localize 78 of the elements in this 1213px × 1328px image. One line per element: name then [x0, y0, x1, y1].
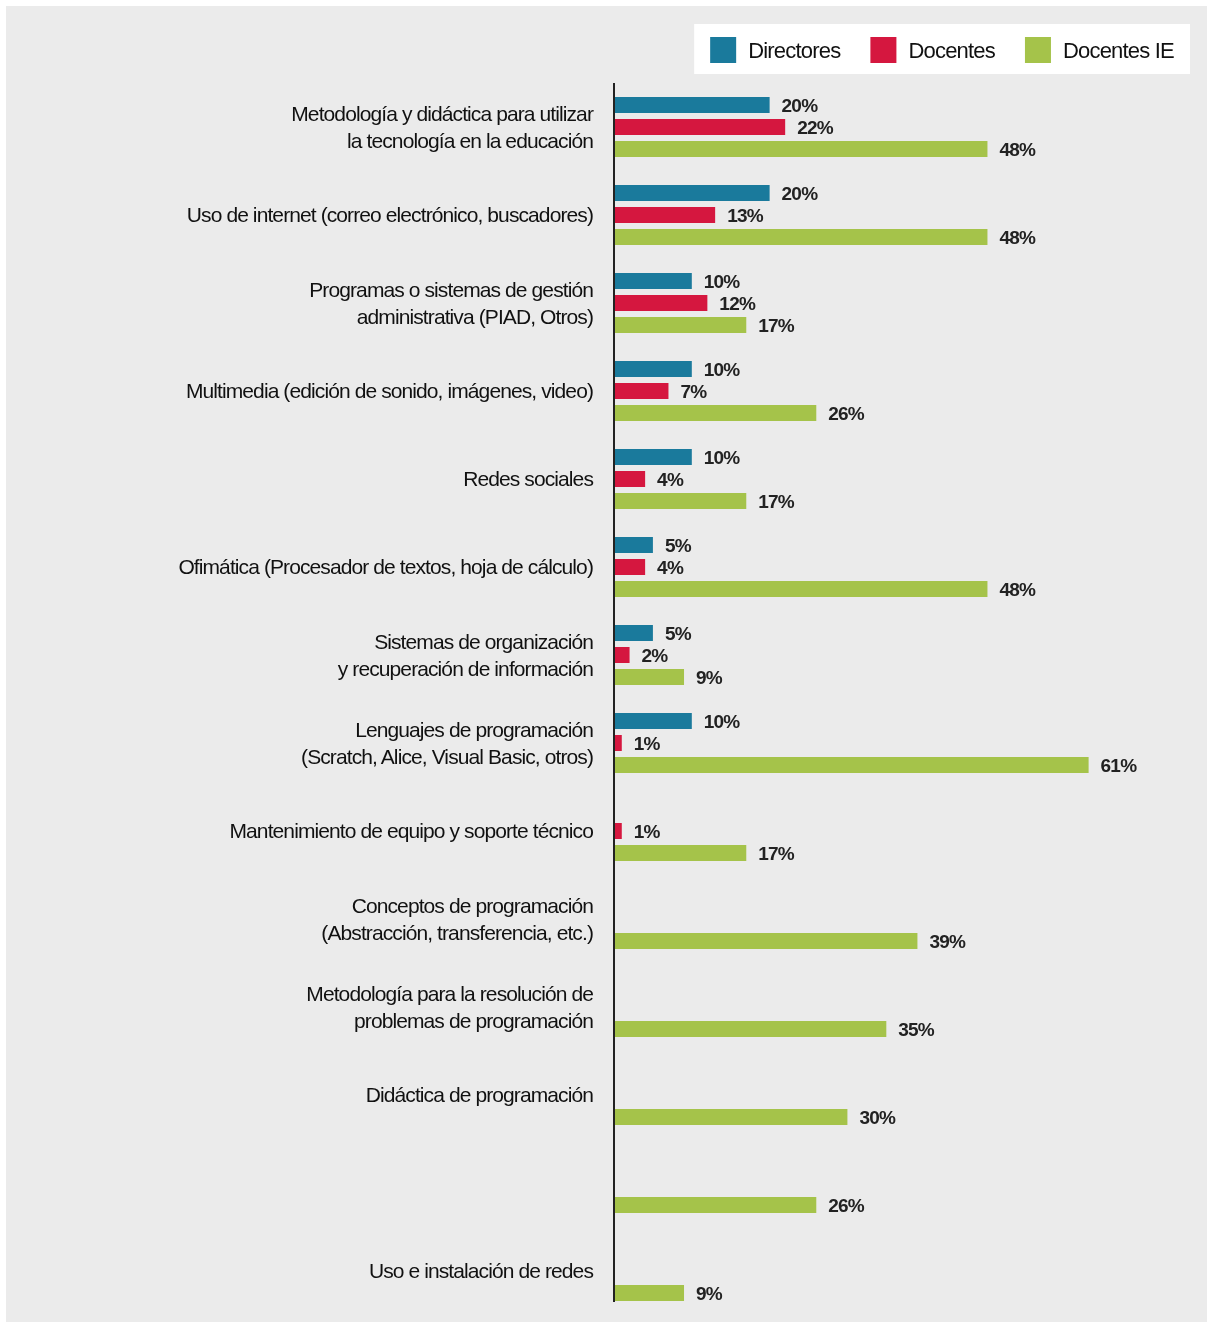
data-label: 13% [727, 205, 764, 226]
data-label: 26% [828, 1195, 865, 1216]
data-label: 39% [929, 931, 966, 952]
bar [614, 1285, 685, 1301]
bar [614, 933, 918, 949]
data-label: 17% [758, 315, 795, 336]
bar [614, 493, 747, 509]
data-label: 5% [664, 535, 692, 556]
data-label: 10% [703, 447, 741, 468]
data-label: 30% [859, 1107, 896, 1128]
data-label: 4% [657, 557, 684, 578]
bar [614, 713, 692, 729]
y-tick-label: Metodología para la resolución de problemas de programación [306, 981, 594, 1032]
bar [614, 119, 786, 135]
bar [614, 581, 988, 597]
y-tick-label: Sistemas de organización y recuperación de información [337, 629, 594, 680]
data-label: 48% [999, 227, 1036, 248]
data-label: 17% [758, 843, 795, 864]
data-label: 5% [664, 623, 692, 644]
bar [614, 449, 692, 465]
data-label: 35% [898, 1019, 935, 1040]
data-label: 17% [758, 491, 795, 512]
data-label: 10% [703, 711, 741, 732]
bar [614, 405, 817, 421]
data-label: 1% [633, 821, 661, 842]
y-tick-label: Lenguajes de programación (Scratch, Alice, Visual Basic, otros) [301, 717, 594, 768]
bar [614, 207, 716, 223]
bar [614, 823, 622, 839]
data-label: 9% [696, 667, 723, 688]
legend-label: Directores [748, 38, 842, 63]
bar [614, 559, 646, 575]
bar [614, 471, 646, 487]
bar [614, 97, 770, 113]
bar [614, 1109, 848, 1125]
data-label: 20% [781, 95, 819, 116]
bar [614, 1021, 887, 1037]
bar [614, 735, 622, 751]
y-tick-label: Metodología y didáctica para utilizar la tecnología en la educación [291, 101, 594, 152]
data-label: 1% [633, 733, 661, 754]
data-label: 26% [828, 403, 865, 424]
bar [614, 383, 669, 399]
y-tick-label: Didáctica de programación [365, 1083, 594, 1106]
data-label: 7% [680, 381, 708, 402]
data-label: 4% [657, 469, 684, 490]
y-tick-label: Uso e instalación de redes [368, 1259, 594, 1282]
bar [614, 537, 653, 553]
bar [614, 647, 630, 663]
data-label: 20% [781, 183, 819, 204]
bar [614, 317, 747, 333]
data-label: 61% [1100, 755, 1138, 776]
data-label: 48% [999, 579, 1036, 600]
y-tick-label: Conceptos de programación (Abstracción, transferencia, etc.) [321, 893, 594, 944]
legend-label: Docentes IE [1062, 38, 1175, 63]
data-label: 9% [696, 1283, 723, 1304]
y-tick-label: Redes sociales [463, 467, 594, 490]
data-label: 2% [641, 645, 669, 666]
y-tick-label: Uso de internet (correo electrónico, buscadores) [186, 203, 593, 226]
data-label: 22% [797, 117, 834, 138]
bar [614, 141, 988, 157]
bar [614, 625, 653, 641]
data-label: 10% [703, 271, 741, 292]
data-label: 12% [719, 293, 756, 314]
data-label: 10% [703, 359, 741, 380]
data-label: 48% [999, 139, 1036, 160]
bar [614, 757, 1089, 773]
bar [614, 669, 685, 685]
y-tick-label: Ofimática (Procesador de textos, hoja de cálculo) [178, 555, 593, 578]
bar [614, 185, 770, 201]
bar [614, 295, 708, 311]
bar [614, 273, 692, 289]
y-tick-label: Multimedia (edición de sonido, imágenes, video) [185, 379, 593, 402]
bar [614, 845, 747, 861]
bar [614, 1197, 817, 1213]
y-tick-label: Programas o sistemas de gestión administrativa (PIAD, Otros) [309, 277, 594, 328]
y-tick-label: Mantenimiento de equipo y soporte técnico [229, 819, 594, 842]
bar [614, 229, 988, 245]
bar [614, 361, 692, 377]
legend-label: Docentes [908, 38, 996, 63]
